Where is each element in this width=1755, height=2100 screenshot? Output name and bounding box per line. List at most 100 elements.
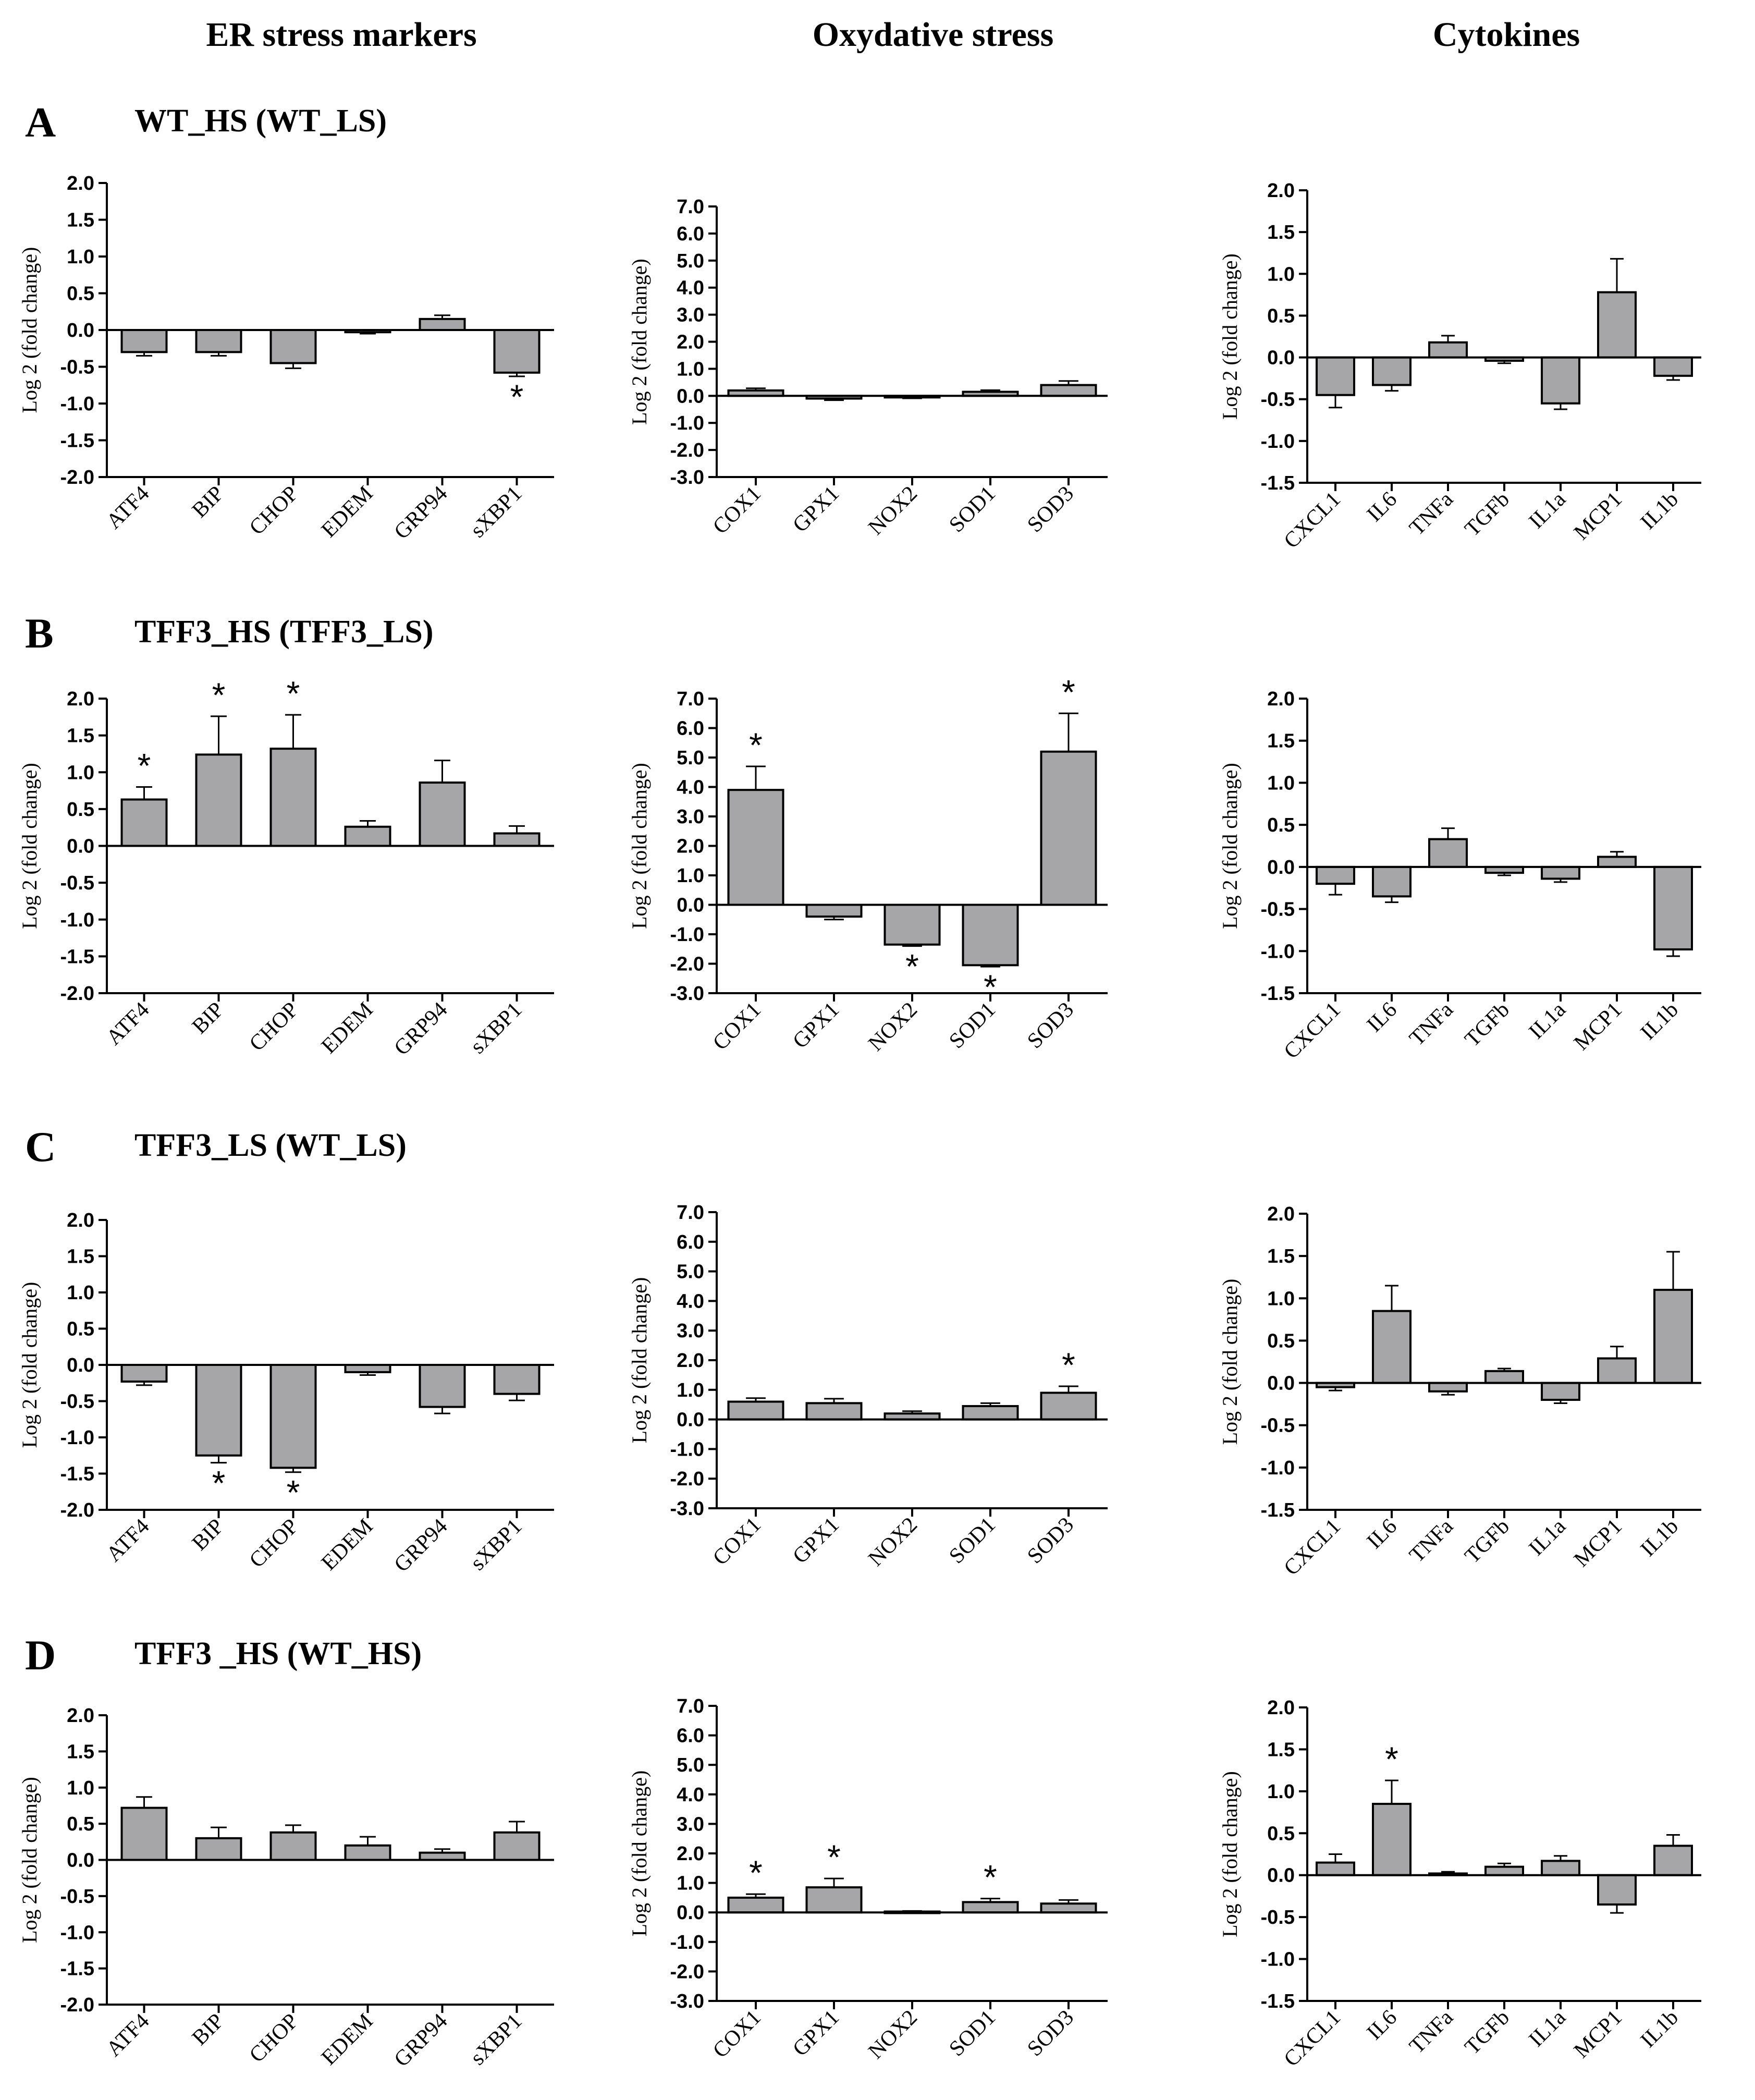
bar — [1484, 1865, 1524, 1876]
y-tick-label: -1.0 — [60, 1922, 94, 1944]
y-tick-label: -1.0 — [1261, 941, 1295, 962]
y-tick-label: -1.0 — [670, 1932, 704, 1954]
y-tick-label: -0.5 — [60, 357, 94, 379]
y-tick-label: 2.0 — [1267, 1203, 1295, 1225]
bar — [419, 782, 466, 847]
bar — [962, 904, 1019, 967]
y-tick-label: 0.5 — [67, 1318, 94, 1340]
y-axis-label: Log 2 (fold change) — [628, 1277, 651, 1444]
y-tick-label: 6.0 — [677, 718, 704, 740]
y-tick-label: 0.0 — [677, 1902, 704, 1924]
bar — [1428, 838, 1468, 868]
y-tick-label: 5.0 — [677, 1754, 704, 1776]
y-tick-label: 0.0 — [67, 1354, 94, 1376]
y-tick-label: 0.5 — [67, 799, 94, 821]
y-axis-label: Log 2 (fold change) — [1218, 1771, 1242, 1937]
y-tick-label: 0.0 — [67, 836, 94, 858]
significance-marker: * — [287, 674, 300, 713]
significance-marker: * — [1062, 673, 1075, 711]
panel-title: TFF3_HS (TFF3_LS) — [134, 614, 434, 650]
y-tick-label: -0.5 — [60, 1886, 94, 1908]
y-tick-label: 0.5 — [67, 283, 94, 305]
bar — [1484, 1370, 1524, 1384]
bar — [120, 1364, 168, 1383]
bar — [1040, 384, 1097, 397]
y-axis-label: Log 2 (fold change) — [1218, 763, 1242, 929]
y-tick-label: 1.0 — [67, 762, 94, 784]
y-tick-label: 2.0 — [67, 1210, 94, 1231]
y-tick-label: 1.0 — [1267, 263, 1295, 285]
y-tick-label: 1.5 — [1267, 1246, 1295, 1267]
bar — [883, 904, 941, 946]
y-tick-label: 0.5 — [1267, 1330, 1295, 1352]
y-tick-label: 0.0 — [677, 1409, 704, 1431]
panel-title: TFF3_LS (WT_LS) — [134, 1128, 407, 1163]
bar — [195, 1364, 242, 1457]
bar — [1597, 1874, 1637, 1906]
y-tick-label: 3.0 — [677, 304, 704, 326]
y-axis-label: Log 2 (fold change) — [1218, 253, 1242, 420]
bar — [1040, 1391, 1097, 1421]
y-tick-label: 7.0 — [677, 196, 704, 218]
bar — [493, 832, 541, 847]
y-tick-label: -3.0 — [670, 1991, 704, 2012]
y-axis-label: Log 2 (fold change) — [628, 1771, 651, 1937]
y-tick-label: 4.0 — [677, 1290, 704, 1312]
y-tick-label: 1.5 — [67, 1246, 94, 1268]
y-tick-label: 0.0 — [1267, 347, 1295, 369]
bar — [805, 1886, 863, 1914]
y-tick-label: 3.0 — [677, 806, 704, 828]
y-tick-label: -1.0 — [60, 393, 94, 415]
bar — [1597, 291, 1637, 359]
y-tick-label: 0.5 — [67, 1813, 94, 1835]
significance-marker: * — [749, 726, 763, 764]
y-tick-label: 0.0 — [67, 1850, 94, 1872]
y-tick-label: -2.0 — [670, 1961, 704, 1983]
y-tick-label: -1.0 — [670, 412, 704, 434]
y-tick-label: 2.0 — [677, 332, 704, 353]
significance-marker: * — [1385, 1740, 1398, 1778]
bar — [1372, 1310, 1412, 1384]
y-tick-label: 6.0 — [677, 1725, 704, 1747]
panel-title: WT_HS (WT_LS) — [134, 103, 387, 139]
bar — [1541, 1382, 1580, 1401]
y-tick-label: 0.0 — [677, 385, 704, 407]
bar — [1653, 1289, 1693, 1384]
y-tick-label: 1.5 — [1267, 222, 1295, 243]
bar — [493, 1364, 541, 1395]
significance-marker: * — [905, 947, 919, 986]
y-tick-label: 0.5 — [1267, 814, 1295, 836]
y-tick-label: 5.0 — [677, 747, 704, 769]
bar — [344, 1844, 391, 1861]
y-tick-label: -1.0 — [1261, 431, 1295, 453]
y-tick-label: -3.0 — [670, 1498, 704, 1520]
y-tick-label: -1.0 — [670, 924, 704, 946]
y-tick-label: 0.5 — [1267, 1823, 1295, 1845]
y-tick-label: 4.0 — [677, 777, 704, 799]
y-tick-label: 2.0 — [67, 688, 94, 710]
significance-marker: * — [212, 1464, 226, 1503]
y-tick-label: 1.0 — [677, 358, 704, 380]
bar — [1428, 1382, 1468, 1393]
y-tick-label: -0.5 — [1261, 1907, 1295, 1928]
bar — [493, 1831, 541, 1861]
bar — [962, 1901, 1019, 1914]
bar — [419, 1364, 466, 1408]
y-tick-label: -3.0 — [670, 467, 704, 489]
y-tick-label: 5.0 — [677, 250, 704, 272]
panel-letter: D — [25, 1631, 56, 1679]
bar — [120, 1806, 168, 1861]
y-tick-label: -0.5 — [1261, 899, 1295, 921]
bar — [120, 329, 168, 353]
y-axis-label: Log 2 (fold change) — [1218, 1279, 1242, 1445]
panel-title: TFF3 _HS (WT_HS) — [134, 1636, 422, 1671]
y-tick-label: -3.0 — [670, 983, 704, 1005]
bar — [1653, 1845, 1693, 1876]
significance-marker: * — [138, 747, 151, 785]
bar — [1653, 356, 1693, 377]
y-tick-label: 1.5 — [67, 1741, 94, 1763]
y-tick-label: -0.5 — [1261, 1415, 1295, 1437]
y-tick-label: -1.5 — [1261, 983, 1295, 1005]
y-tick-label: 6.0 — [677, 223, 704, 245]
y-tick-label: 5.0 — [677, 1261, 704, 1283]
